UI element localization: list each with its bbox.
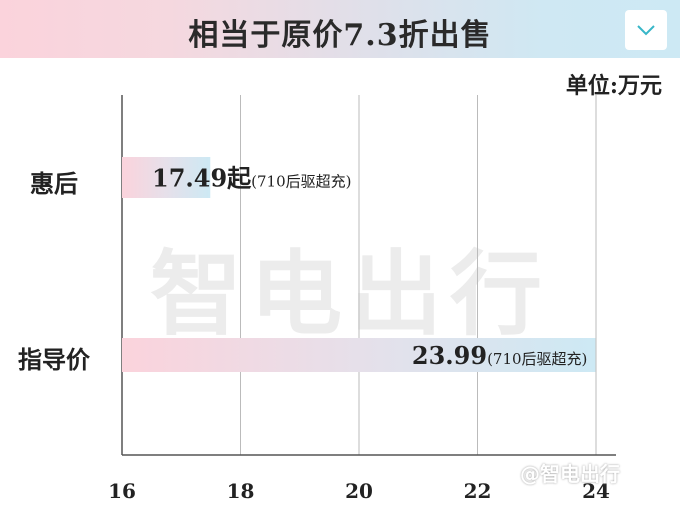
category-label: 惠后 xyxy=(30,169,78,198)
category-label: 指导价 xyxy=(18,345,90,374)
x-tick-label: 24 xyxy=(582,479,610,503)
x-tick-label: 22 xyxy=(464,479,492,503)
bar xyxy=(122,338,596,372)
corner-watermark: @智电出行 xyxy=(520,462,620,486)
data-label: 17.49起(710后驱超充) xyxy=(152,164,352,193)
header-banner: 相当于原价7.3折出售 xyxy=(0,0,680,58)
data-label: 23.99(710后驱超充) xyxy=(412,341,588,370)
x-tick-label: 16 xyxy=(108,479,136,503)
unit-label: 单位:万元 xyxy=(565,73,662,99)
bar xyxy=(122,157,211,198)
collapse-toggle-button[interactable] xyxy=(625,10,667,50)
chevron-down-icon xyxy=(637,25,655,36)
x-tick-label: 20 xyxy=(345,479,373,503)
watermark: 智电出行 xyxy=(150,241,551,348)
x-tick-label: 18 xyxy=(227,479,255,503)
chart-title: 相当于原价7.3折出售 xyxy=(188,18,492,53)
